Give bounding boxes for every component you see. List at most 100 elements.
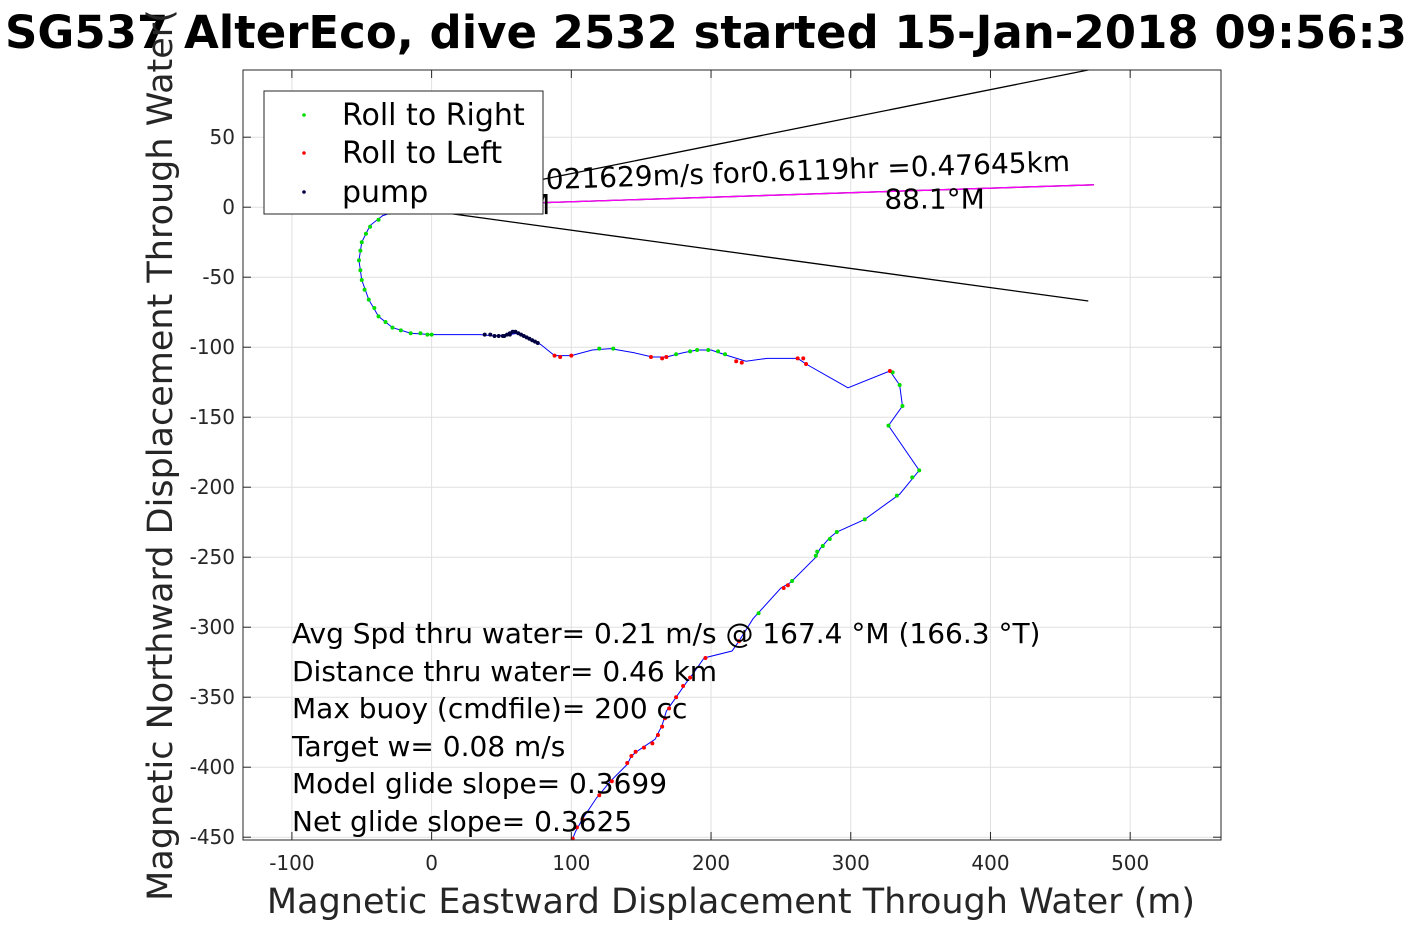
roll-right-point [356,258,361,263]
stat-avg-speed: Avg Spd thru water= 0.21 m/s @ 167.4 °M … [292,617,1040,650]
pump-point [482,332,487,337]
roll-left-point [558,355,563,359]
roll-right-point [408,331,413,336]
roll-left-point [552,353,557,358]
stat-distance: Distance thru water= 0.46 km [292,655,717,688]
roll-left-point [660,356,665,361]
roll-right-point [695,348,700,352]
roll-left-point [641,745,646,750]
roll-left-point [887,369,892,373]
legend-box [263,90,544,215]
roll-right-point [390,325,395,330]
roll-left-point [633,749,638,754]
x-tick-label: 400 [971,851,1009,875]
y-tick-label: -250 [190,545,235,569]
roll-right-point [706,348,711,352]
y-tick-label: -400 [190,755,235,779]
roll-right-point [383,320,388,324]
roll-right-point [790,579,795,583]
roll-right-point [359,240,364,245]
roll-right-point [886,423,891,428]
roll-right-point [359,278,364,282]
legend-label-pump: pump [342,175,428,210]
roll-right-point [611,346,616,351]
legend-marker-pump [302,190,306,194]
roll-right-point [900,404,905,408]
roll-right-point [723,352,728,357]
roll-right-point [398,328,403,333]
stat-target-w: Target w= 0.08 m/s [291,730,565,763]
roll-right-point [376,217,381,222]
roll-left-point [667,706,672,711]
roll-right-point [827,537,832,541]
roll-left-point [597,793,602,798]
roll-right-point [597,346,602,351]
roll-right-point [910,475,915,480]
roll-right-point [429,332,434,337]
roll-right-point [815,549,820,554]
roll-right-point [358,248,363,253]
roll-right-point [362,287,367,292]
x-tick-label: -100 [269,851,314,875]
roll-left-point [662,716,667,721]
roll-left-point [674,695,679,700]
y-tick-label: -450 [190,825,235,849]
roll-right-point [716,349,721,354]
y-tick-label: 0 [222,195,235,219]
roll-left-point [580,817,585,821]
roll-right-point [376,314,381,319]
y-tick-label: -200 [190,475,235,499]
roll-right-point [820,544,825,548]
roll-right-point [363,231,368,236]
roll-right-point [813,553,818,558]
roll-left-point [781,586,786,590]
roll-left-point [785,583,790,588]
y-tick-label: -350 [190,685,235,709]
x-axis-label: Magnetic Eastward Displacement Through W… [267,882,1195,922]
roll-right-point [418,331,423,336]
legend-marker-roll-right [302,113,306,117]
y-tick-label: -100 [190,335,235,359]
roll-left-point [625,761,630,765]
heading-cone-line [403,206,1089,302]
roll-left-point [804,362,809,366]
roll-right-point [917,468,922,473]
roll-left-point [736,639,741,644]
roll-left-point [609,779,614,784]
roll-right-point [372,306,377,310]
legend-label-roll-right: Roll to Right [342,98,525,133]
roll-right-point [425,332,430,337]
roll-left-point [734,359,739,364]
roll-left-point [801,356,806,361]
legend-marker-roll-left [302,151,306,155]
pump-point [488,332,493,337]
axis-ticks: -100 0 100 200 300 400 500500-50-100-150-200-2… [190,70,1221,875]
roll-left-point [648,355,653,359]
roll-right-point [894,493,899,498]
roll-left-point [569,353,574,358]
annotation-text: 88.1°M [884,183,985,216]
roll-left-point [664,355,669,359]
roll-right-point [862,517,867,522]
x-tick-label: 300 [832,851,870,875]
y-tick-label: 50 [210,125,235,149]
roll-right-point [756,611,761,616]
roll-right-point [366,297,371,302]
x-tick-label: 0 [425,851,438,875]
pump-point [492,334,497,338]
roll-left-point [739,360,744,365]
roll-right-point [897,383,902,387]
chart-title: SG537 AlterEco, dive 2532 started 15-Jan… [5,6,1407,59]
legend-label-roll-left: Roll to Left [342,136,502,171]
y-axis-label: Magnetic Northward Displacement Through … [141,9,181,901]
markers [356,209,922,841]
y-tick-label: -50 [202,265,235,289]
stat-max-buoy: Max buoy (cmdfile)= 200 cc [292,692,687,725]
roll-right-point [358,268,363,273]
x-tick-label: 100 [552,851,590,875]
roll-left-point [574,825,579,830]
pump-point [507,332,512,337]
roll-left-point [650,741,655,746]
pump-point [510,329,515,334]
